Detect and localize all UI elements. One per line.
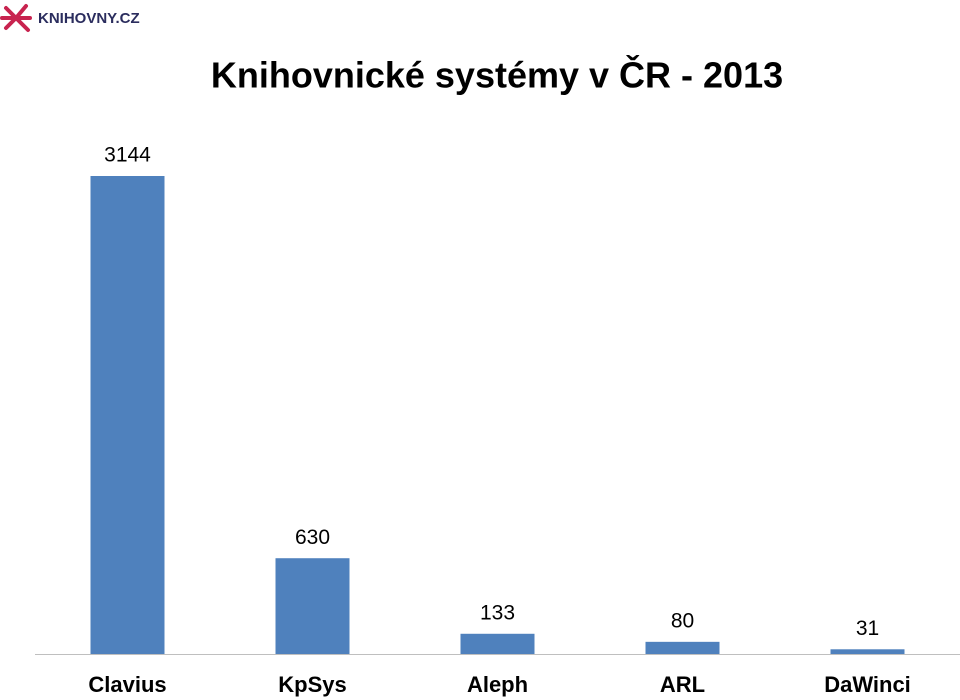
logo: KNIHOVNY.CZ [0, 4, 140, 32]
x-tick-label: KpSys [278, 672, 346, 697]
x-tick-label: ARL [660, 672, 705, 697]
bar [645, 641, 720, 654]
bar [90, 176, 165, 654]
value-label: 80 [671, 609, 694, 632]
x-tick-label: DaWinci [824, 672, 911, 697]
x-tick-label: Aleph [467, 672, 528, 697]
bar [460, 633, 535, 654]
chart-title: Knihovnické systémy v ČR - 2013 [211, 54, 783, 96]
value-label: 31 [856, 617, 879, 640]
value-label: 3144 [104, 144, 151, 167]
logo-text: KNIHOVNY.CZ [38, 10, 140, 27]
bar [275, 558, 350, 654]
bar [830, 649, 905, 654]
x-tick-label: Clavius [88, 672, 166, 697]
value-label: 630 [295, 526, 330, 549]
value-label: 133 [480, 601, 515, 624]
logo-icon [0, 4, 32, 32]
